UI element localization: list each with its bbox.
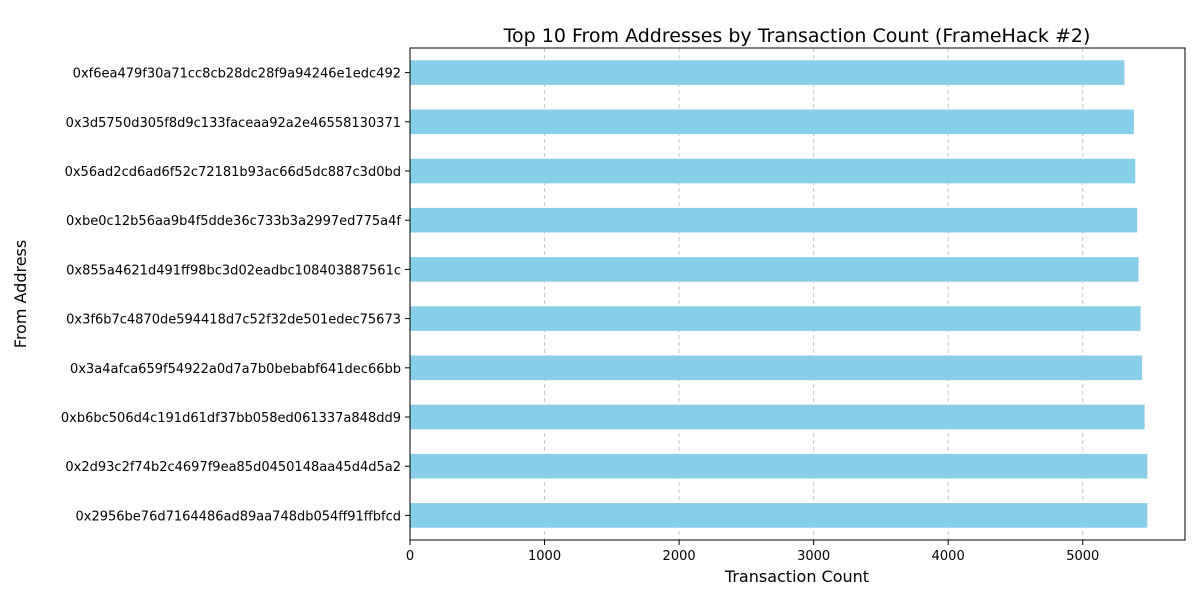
- plot-frame: [409, 47, 1186, 541]
- bar: [410, 60, 1125, 85]
- bar: [410, 306, 1141, 331]
- x-axis-title: Transaction Count: [724, 567, 869, 586]
- chart-title: Top 10 From Addresses by Transaction Cou…: [503, 25, 1091, 47]
- x-axis-ticks: 0 1000 2000 3000 4000 5000: [406, 540, 1099, 564]
- bars: [410, 60, 1148, 528]
- bar: [410, 158, 1136, 184]
- bar: [410, 453, 1148, 479]
- bar: [410, 503, 1148, 528]
- bar: [410, 109, 1134, 135]
- y-tick-label: 0xb6bc506d4c191d61df37bb058ed061337a848d…: [61, 411, 401, 426]
- y-tick-label: 0x2d93c2f74b2c4697f9ea85d0450148aa45d4d5…: [65, 460, 401, 475]
- bar: [410, 257, 1139, 282]
- x-tick-label: 2000: [663, 549, 696, 564]
- y-tick-label: 0x3d5750d305f8d9c133faceaa92a2e465581303…: [66, 116, 401, 131]
- x-tick-label: 0: [406, 549, 414, 564]
- x-tick-label: 3000: [797, 549, 830, 564]
- y-tick-label: 0xf6ea479f30a71cc8cb28dc28f9a94246e1edc4…: [73, 67, 401, 82]
- y-tick-label: 0xbe0c12b56aa9b4f5dde36c733b3a2997ed775a…: [66, 214, 401, 229]
- grid-lines: [544, 48, 1084, 540]
- y-tick-label: 0x3f6b7c4870de594418d7c52f32de501edec756…: [66, 313, 401, 328]
- y-tick-label: 0x2956be76d7164486ad89aa748db054ff91ffbf…: [76, 509, 402, 524]
- y-tick-label: 0x56ad2cd6ad6f52c72181b93ac66d5dc887c3d0…: [65, 165, 401, 180]
- y-tick-label: 0x3a4afca659f54922a0d7a7b0bebabf641dec66…: [70, 362, 401, 377]
- bar: [410, 355, 1142, 381]
- y-axis-ticks: 0xf6ea479f30a71cc8cb28dc28f9a94246e1edc4…: [61, 67, 410, 524]
- x-tick-label: 4000: [932, 549, 965, 564]
- x-tick-label: 5000: [1066, 549, 1099, 564]
- y-tick-label: 0x855a4621d491ff98bc3d02eadbc10840388756…: [66, 263, 401, 278]
- bar: [410, 404, 1145, 430]
- y-axis-title: From Address: [11, 240, 30, 348]
- x-tick-label: 1000: [528, 549, 561, 564]
- bar: [410, 207, 1138, 233]
